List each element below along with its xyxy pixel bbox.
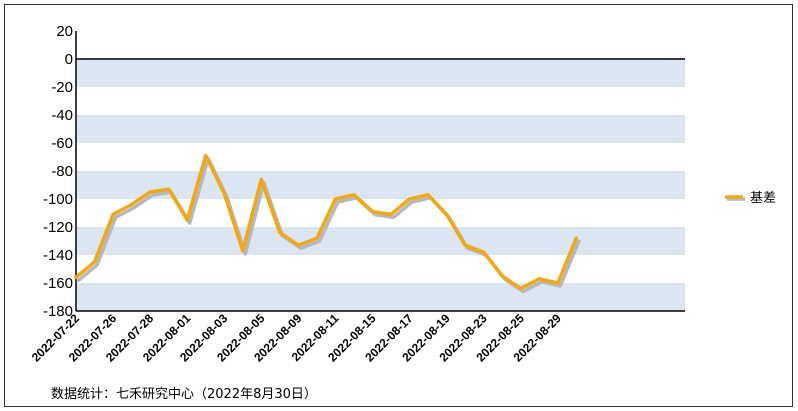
data-point xyxy=(259,177,263,181)
source-note: 数据统计：七禾研究中心（2022年8月30日） xyxy=(51,387,317,402)
data-point xyxy=(482,250,486,254)
axes xyxy=(75,31,685,312)
data-point xyxy=(111,212,115,216)
data-point xyxy=(222,191,226,195)
grid-band xyxy=(76,171,685,199)
grid-band xyxy=(76,227,685,255)
chart-frame: 20 0 -20 -40 -60 -80 -100 -120 -140 -160 -180 2022… xyxy=(4,4,793,407)
data-point xyxy=(278,231,282,235)
data-point xyxy=(315,236,319,240)
y-tick-label: -140 xyxy=(43,247,73,264)
series-line xyxy=(74,153,579,291)
legend-label: 基差 xyxy=(750,190,776,205)
y-tick-label: -80 xyxy=(51,163,73,180)
x-axis-ticks: 2022-07-222022-07-262022-07-282022-08-01… xyxy=(29,311,564,365)
data-point xyxy=(74,275,78,279)
data-point xyxy=(556,281,560,285)
data-point xyxy=(426,193,430,197)
series-layer xyxy=(74,153,581,294)
data-point xyxy=(129,203,134,207)
y-tick-label: -40 xyxy=(51,107,73,124)
y-tick-label: -100 xyxy=(43,191,73,208)
data-point xyxy=(574,236,578,240)
data-point xyxy=(352,193,356,197)
grid-band xyxy=(76,283,685,311)
grid-band xyxy=(76,59,685,87)
data-point xyxy=(333,197,338,201)
data-point xyxy=(519,287,523,291)
data-point xyxy=(185,218,189,222)
chart: 20 0 -20 -40 -60 -80 -100 -120 -140 -160 -180 2022… xyxy=(29,23,776,365)
y-tick-label: -60 xyxy=(51,135,73,152)
grid-band xyxy=(76,115,685,143)
data-point xyxy=(445,212,449,216)
y-tick-label: -180 xyxy=(43,303,73,320)
data-point xyxy=(463,243,467,247)
y-tick-label: 0 xyxy=(65,51,73,68)
y-tick-label: 20 xyxy=(56,23,73,40)
data-point xyxy=(389,212,393,216)
data-point xyxy=(204,154,208,158)
data-point xyxy=(537,277,541,281)
data-point xyxy=(167,187,171,191)
y-axis-ticks: 20 0 -20 -40 -60 -80 -100 -120 -140 -160 -180 xyxy=(43,23,73,320)
data-point xyxy=(92,260,97,264)
y-tick-label: -120 xyxy=(43,219,73,236)
data-point xyxy=(241,249,245,253)
data-point xyxy=(148,190,152,194)
data-point xyxy=(296,243,300,247)
data-point xyxy=(500,274,504,278)
legend: 基差 xyxy=(725,190,776,205)
data-point xyxy=(370,210,375,214)
y-tick-label: -20 xyxy=(51,79,73,96)
grid-bands xyxy=(76,59,685,311)
y-tick-label: -160 xyxy=(43,275,73,292)
data-point xyxy=(407,197,412,201)
